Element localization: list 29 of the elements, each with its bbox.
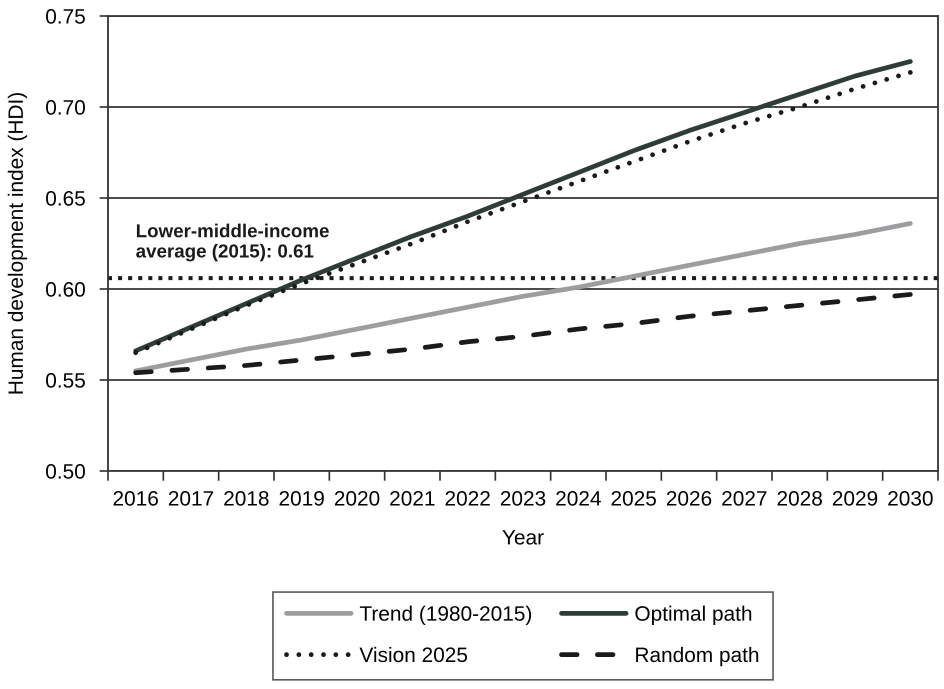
y-tick-label: 0.60: [46, 282, 85, 297]
x-tick-label: 2017: [168, 490, 214, 506]
legend-label: Vision 2025: [360, 646, 468, 662]
x-tick-label: 2022: [446, 490, 490, 506]
x-tick-label: 2018: [224, 490, 269, 506]
y-tick-label: 0.50: [46, 464, 85, 479]
x-tick-label: 2019: [280, 490, 324, 506]
x-tick-label: 2021: [390, 490, 434, 506]
y-tick-label: 0.55: [46, 373, 85, 388]
x-tick-label: 2026: [666, 490, 712, 506]
x-tick-label: 2025: [612, 490, 656, 506]
y-tick-label: 0.65: [46, 191, 85, 206]
x-tick-label: 2016: [114, 490, 158, 506]
y-tick-label: 0.70: [46, 100, 85, 115]
y-axis-title: Human development index (HDI): [8, 93, 28, 394]
x-tick-label: 2024: [556, 490, 601, 506]
line-series: [133, 221, 913, 374]
legend-label: Random path: [636, 646, 758, 666]
x-tick-label: 2027: [722, 490, 766, 506]
legend-label: Trend (1980-2015): [360, 606, 532, 625]
x-tick-label: 2029: [832, 490, 878, 506]
legend-label: Optimal path: [635, 606, 752, 625]
x-tick-label: 2030: [888, 490, 933, 506]
ref-line-label: Lower-middle-income average (2015): 0.61: [136, 224, 329, 262]
x-tick-label: 2020: [334, 490, 380, 506]
y-tick-label: 0.75: [46, 9, 85, 24]
x-tick-label: 2023: [500, 490, 546, 506]
x-axis-title: Year: [502, 530, 544, 545]
x-tick-label: 2028: [778, 490, 822, 506]
